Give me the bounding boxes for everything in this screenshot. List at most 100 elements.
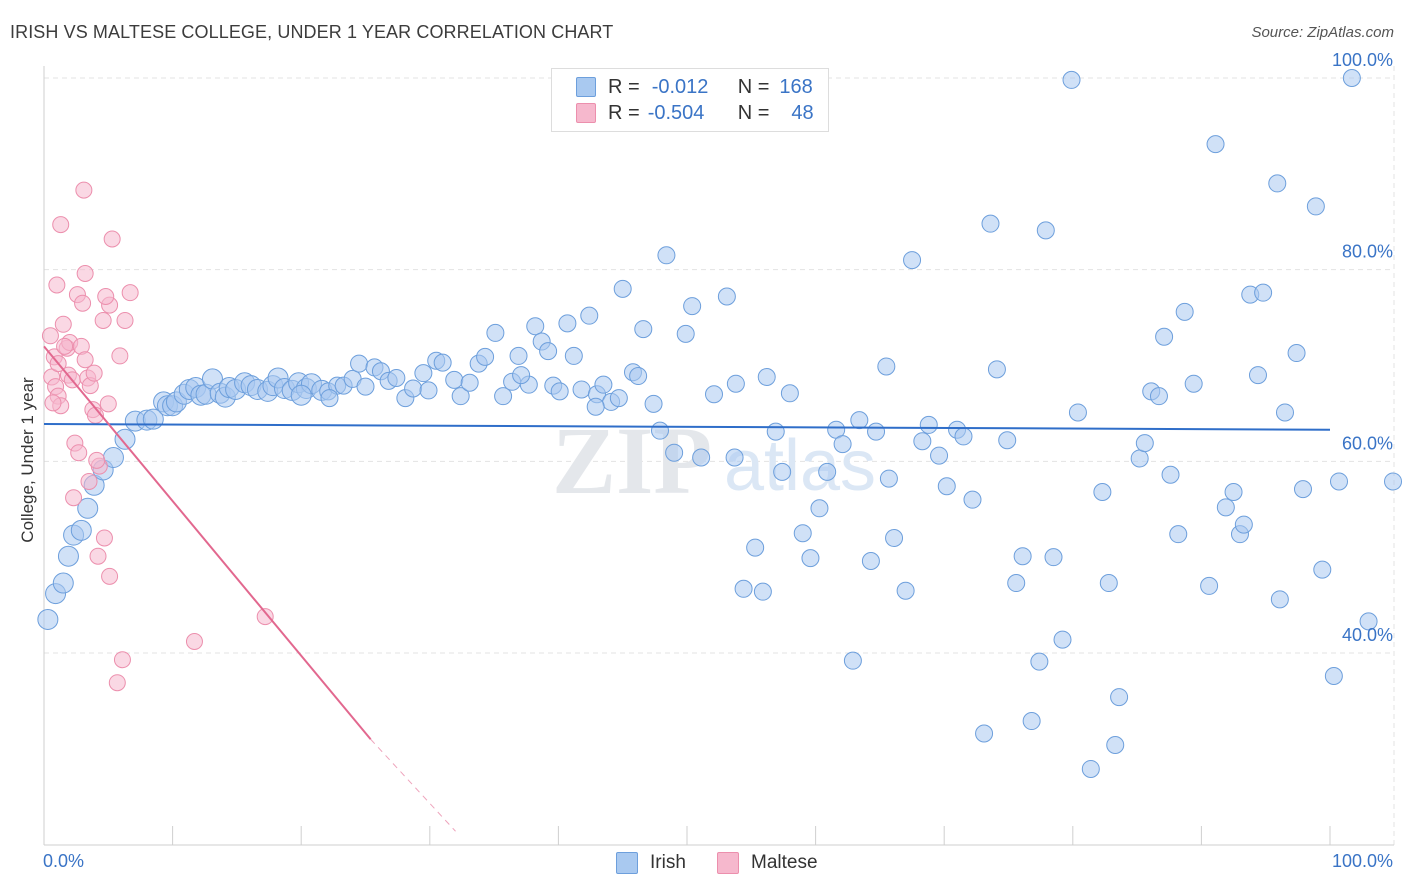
bottom-legend-swatch-irish [616,852,638,874]
irish-point-142 [1155,327,1174,346]
irish-point-167 [1384,472,1403,491]
irish-point-146 [1184,374,1203,393]
maltese-point-30 [116,311,134,329]
irish-point-135 [1099,574,1118,593]
irish-point-85 [665,443,684,462]
bottom-legend-irish-label: Irish [650,852,686,873]
irish-point-133 [1081,759,1100,778]
maltese-point-40 [95,529,113,547]
irish-point-61 [486,323,505,342]
legend-swatch-irish [576,77,596,97]
irish-point-73 [572,380,591,399]
irish-point-97 [773,462,792,481]
maltese-points [41,181,274,692]
y-tick-label-80: 80.0% [1342,242,1393,262]
maltese-point-36 [97,288,115,306]
irish-point-94 [753,582,772,601]
bottom-legend-irish[interactable]: Irish [616,852,686,874]
irish-point-154 [1248,366,1267,385]
maltese-trend-line [43,345,372,740]
irish-point-5 [70,519,92,541]
irish-point-123 [998,431,1017,450]
irish-point-81 [629,367,648,386]
irish-point-163 [1324,666,1343,685]
irish-point-91 [726,374,745,393]
watermark-zip: ZIP [552,407,712,514]
maltese-point-47 [56,337,74,355]
maltese-trend-extension [370,738,456,832]
irish-point-139 [1135,434,1154,453]
irish-point-49 [387,368,406,387]
irish-point-68 [539,342,558,361]
irish-point-89 [717,287,736,306]
irish-point-72 [564,346,583,365]
bottom-legend-maltese-label: Maltese [751,852,818,873]
maltese-point-9 [48,276,66,294]
irish-point-86 [676,324,695,343]
irish-point-122 [987,360,1006,379]
x-tick-min: 0.0% [43,851,85,871]
irish-point-165 [1342,69,1361,88]
irish-point-101 [810,499,829,518]
irish-point-164 [1330,472,1349,491]
irish-point-166 [1359,612,1378,631]
maltese-point-24 [80,472,98,490]
maltese-point-22 [70,444,88,462]
legend-row-irish: R = -0.012 N = 168 [576,75,813,99]
irish-point-58 [460,373,479,392]
irish-point-121 [981,214,1000,233]
maltese-point-34 [76,265,94,283]
maltese-point-29 [111,347,129,365]
irish-point-6 [77,497,99,519]
maltese-point-27 [94,311,112,329]
trend-lines [43,345,1331,832]
legend-maltese-n-label: N = [737,101,770,124]
irish-point-84 [657,246,676,265]
maltese-point-46 [256,608,274,626]
y-tick-label-100: 100.0% [1332,50,1393,70]
legend-maltese-r-label: R = [608,101,640,124]
irish-point-159 [1287,344,1306,363]
irish-point-52 [414,364,433,383]
legend-irish-n-value: 168 [779,75,813,98]
irish-point-60 [476,347,495,366]
irish-point-177 [290,384,312,406]
legend-irish-n-label: N = [737,75,770,98]
irish-point-80 [634,320,653,339]
irish-point-0 [37,608,59,630]
legend-irish-r-value: -0.012 [651,75,709,98]
irish-point-132 [1068,403,1087,422]
maltese-point-43 [113,651,131,669]
irish-point-129 [1044,548,1063,567]
irish-point-105 [843,651,862,670]
irish-point-45 [356,377,375,396]
irish-point-2 [52,572,74,594]
irish-point-88 [692,448,711,467]
maltese-point-33 [103,230,121,248]
irish-point-171 [879,469,898,488]
irish-point-162 [1313,560,1332,579]
irish-point-113 [913,432,932,451]
irish-point-174 [586,397,605,416]
irish-point-115 [930,446,949,465]
legend-irish-r-label: R = [608,75,640,98]
maltese-point-37 [85,364,103,382]
maltese-point-45 [185,633,203,651]
legend-row-maltese: R = -0.504 N = 48 [576,101,814,125]
irish-point-176 [320,389,339,408]
irish-point-137 [1110,688,1129,707]
irish-point-108 [867,422,886,441]
irish-point-82 [644,394,663,413]
irish-point-124 [1007,574,1026,593]
irish-point-76 [594,375,613,394]
maltese-point-32 [75,181,93,199]
irish-point-127 [1030,652,1049,671]
irish-point-100 [801,549,820,568]
bottom-legend-swatch-maltese [717,852,739,874]
maltese-point-35 [74,294,92,312]
bottom-legend-maltese[interactable]: Maltese [717,852,818,874]
y-tick-label-40: 40.0% [1342,625,1393,645]
maltese-point-44 [108,674,126,692]
irish-point-71 [558,314,577,333]
irish-point-118 [954,427,973,446]
